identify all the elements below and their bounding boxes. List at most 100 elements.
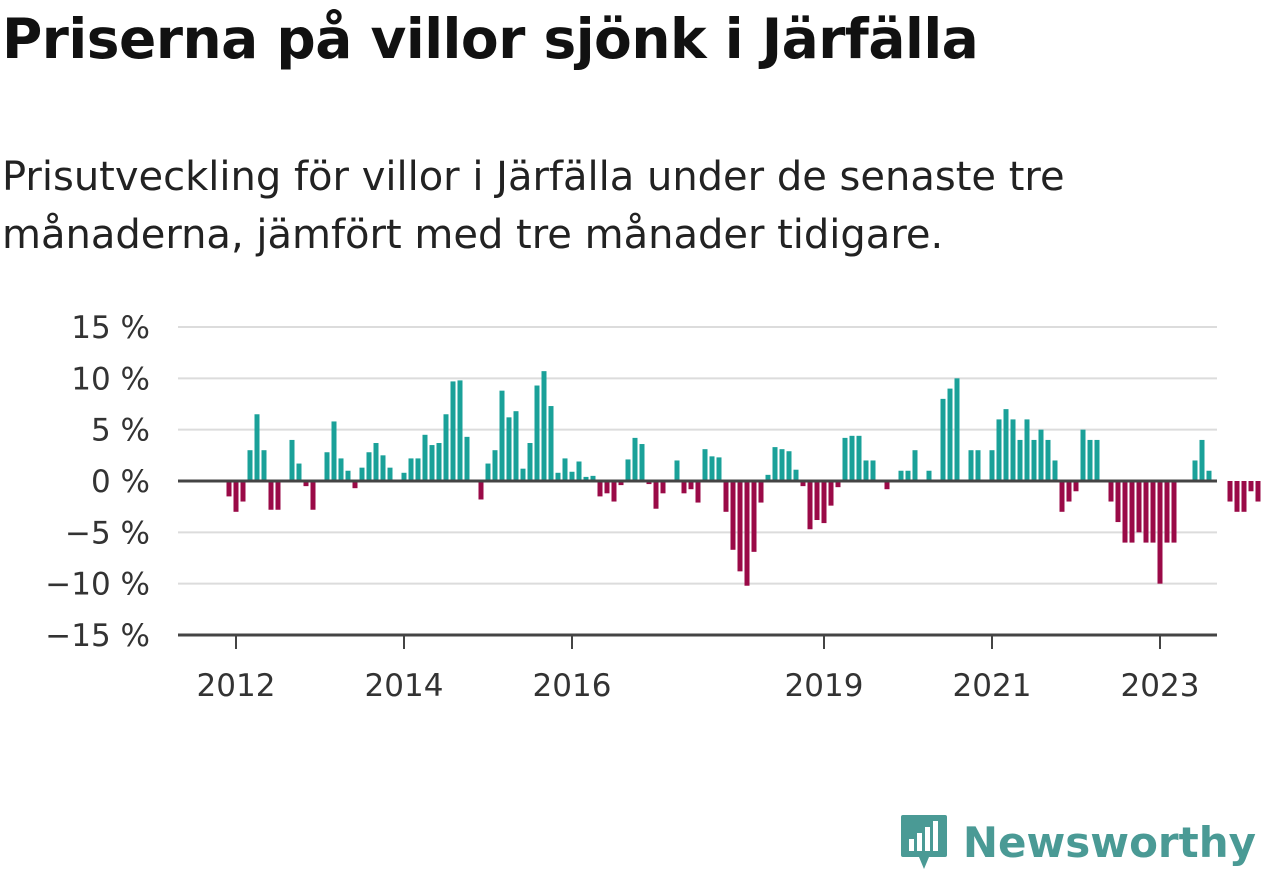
bar: [723, 481, 729, 512]
bar: [569, 471, 575, 481]
axis-labels: 15 % 10 % 5 % 0 % −5 % −10 % −15 % 2012 2014 2016…: [45, 310, 1200, 704]
y-tick-label: 15 %: [71, 310, 150, 346]
grid-lines: [178, 326, 1217, 585]
bar: [1080, 429, 1086, 481]
bar: [1192, 460, 1198, 481]
bar: [751, 481, 757, 552]
x-tick-label: 2016: [533, 668, 612, 704]
y-tick-label: 5 %: [91, 413, 150, 449]
bar: [954, 378, 960, 481]
bar: [926, 470, 932, 481]
bar: [1038, 429, 1044, 481]
bar: [1171, 481, 1177, 543]
bar: [1234, 481, 1240, 512]
bar: [814, 481, 820, 521]
bar: [366, 452, 372, 481]
bar: [674, 460, 680, 481]
bar: [247, 450, 253, 481]
bar: [604, 481, 610, 494]
bar: [793, 469, 799, 481]
bar: [856, 435, 862, 481]
bar: [506, 417, 512, 481]
bar: [807, 481, 813, 530]
bar: [408, 458, 414, 481]
bar: [324, 452, 330, 481]
bar: [835, 481, 841, 488]
bar: [681, 481, 687, 494]
y-tick-label: −10 %: [45, 567, 150, 603]
bar: [289, 439, 295, 481]
bar: [1115, 481, 1121, 523]
bar: [975, 450, 981, 481]
bar: [597, 481, 603, 497]
bar: [1248, 481, 1254, 492]
bar: [800, 481, 806, 487]
bar: [1031, 439, 1037, 481]
bar: [338, 458, 344, 481]
bar: [499, 390, 505, 481]
bar: [464, 436, 470, 481]
x-tick-label: 2023: [1121, 668, 1200, 704]
bar: [1206, 470, 1212, 481]
bar: [429, 445, 435, 481]
bar: [632, 437, 638, 481]
chart-title: Priserna på villor sjönk i Järfälla: [2, 7, 979, 71]
y-tick-label: −15 %: [45, 618, 150, 654]
bar: [709, 456, 715, 481]
bar: [401, 472, 407, 481]
bar: [1122, 481, 1128, 543]
bar: [1017, 439, 1023, 481]
newsworthy-logo-icon: [900, 815, 947, 869]
bar: [415, 458, 421, 481]
bar: [233, 481, 239, 512]
bar: [1073, 481, 1079, 492]
bar: [310, 481, 316, 510]
bar: [1164, 481, 1170, 543]
bar: [226, 481, 232, 497]
bar: [1024, 419, 1030, 481]
bar: [828, 481, 834, 506]
bar: [863, 460, 869, 481]
bar: [513, 411, 519, 481]
bar: [1157, 481, 1163, 584]
bar: [548, 406, 554, 481]
brand-logo: Newsworthy: [899, 813, 1256, 871]
bar: [457, 380, 463, 481]
bar: [744, 481, 750, 586]
bar: [562, 458, 568, 481]
bar: [786, 451, 792, 481]
bar: [1199, 439, 1205, 481]
bar: [492, 450, 498, 481]
bar: [912, 450, 918, 481]
bar: [639, 444, 645, 481]
bar: [716, 457, 722, 481]
bar: [1010, 419, 1016, 481]
bar: [534, 385, 540, 481]
bar: [268, 481, 274, 510]
bar: [1227, 481, 1233, 502]
bar: [765, 474, 771, 481]
y-tick-label: −5 %: [65, 515, 150, 551]
bar: [821, 481, 827, 524]
bar: [618, 481, 624, 486]
bar: [737, 481, 743, 572]
bar: [359, 467, 365, 481]
bar: [730, 481, 736, 550]
bar: [555, 472, 561, 481]
bar: [240, 481, 246, 502]
bar: [590, 475, 596, 481]
bar: [331, 421, 337, 481]
bar: [940, 398, 946, 481]
bar: [1094, 439, 1100, 481]
x-tick-label: 2012: [197, 668, 276, 704]
bar-chart: 15 % 10 % 5 % 0 % −5 % −10 % −15 % 2012 2014 2016…: [45, 310, 1261, 704]
bar: [443, 414, 449, 481]
bar: [1108, 481, 1114, 502]
brand-name: Newsworthy: [962, 817, 1256, 867]
bar: [1087, 439, 1093, 481]
bar: [870, 460, 876, 481]
bar: [1150, 481, 1156, 543]
bar: [989, 450, 995, 481]
bar: [1045, 439, 1051, 481]
bar: [1003, 409, 1009, 481]
